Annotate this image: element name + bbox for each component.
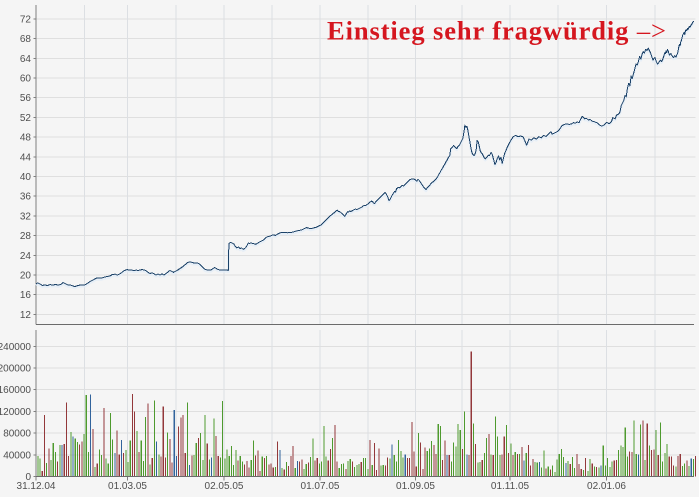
svg-text:02.05.05: 02.05.05	[205, 481, 244, 492]
svg-text:52: 52	[20, 113, 32, 124]
svg-text:160000: 160000	[0, 385, 31, 396]
svg-text:24: 24	[20, 251, 32, 262]
svg-text:12: 12	[20, 310, 32, 321]
svg-text:60: 60	[20, 74, 32, 85]
svg-text:01.11.05: 01.11.05	[491, 481, 530, 492]
svg-text:200000: 200000	[0, 364, 31, 375]
svg-text:36: 36	[20, 192, 32, 203]
svg-text:Einstieg sehr fragwürdig –>: Einstieg sehr fragwürdig –>	[327, 16, 667, 46]
svg-text:28: 28	[20, 231, 32, 242]
svg-text:40: 40	[20, 172, 32, 183]
svg-text:0: 0	[25, 472, 31, 483]
svg-text:02.01.06: 02.01.06	[587, 481, 626, 492]
svg-text:20: 20	[20, 271, 32, 282]
svg-text:31.12.04: 31.12.04	[17, 481, 56, 492]
svg-text:72: 72	[20, 14, 32, 25]
svg-text:40000: 40000	[3, 450, 31, 461]
svg-text:01.03.05: 01.03.05	[108, 481, 147, 492]
svg-text:44: 44	[20, 152, 32, 163]
svg-text:240000: 240000	[0, 342, 31, 353]
svg-text:64: 64	[20, 54, 32, 65]
svg-text:68: 68	[20, 34, 32, 45]
svg-text:16: 16	[20, 290, 32, 301]
svg-text:56: 56	[20, 93, 32, 104]
svg-text:48: 48	[20, 133, 32, 144]
svg-text:01.07.05: 01.07.05	[301, 481, 340, 492]
svg-text:32: 32	[20, 211, 32, 222]
svg-text:80000: 80000	[3, 429, 31, 440]
svg-text:01.09.05: 01.09.05	[396, 481, 435, 492]
svg-text:120000: 120000	[0, 407, 31, 418]
